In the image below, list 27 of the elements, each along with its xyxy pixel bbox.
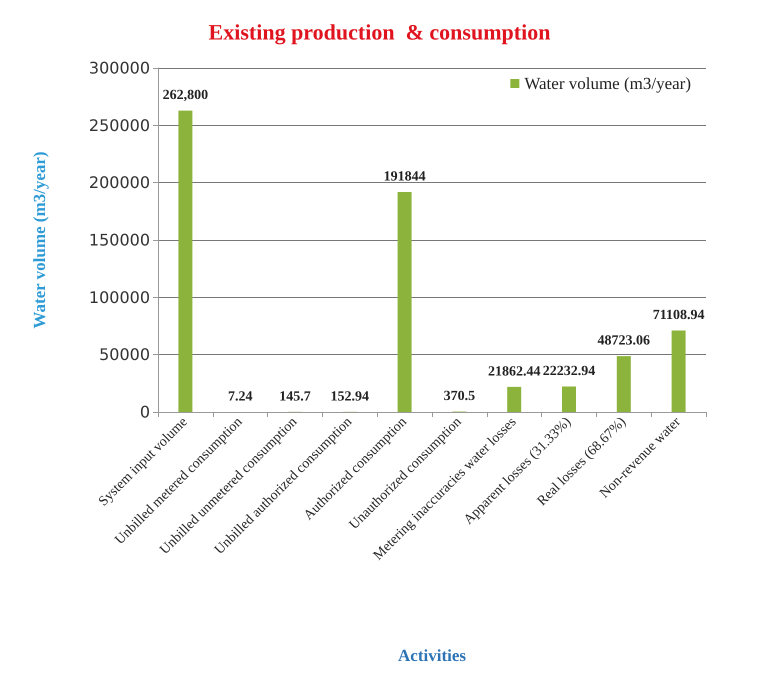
bar — [562, 386, 576, 412]
data-label: 7.24 — [228, 389, 252, 404]
chart-title: Existing production & consumption — [208, 20, 550, 44]
bar — [616, 356, 631, 412]
data-label: 22232.94 — [542, 364, 596, 380]
data-label: 152.94 — [330, 389, 370, 404]
data-label: 145.7 — [279, 389, 311, 404]
y-tick-label: 150000 — [88, 230, 150, 250]
bar — [672, 330, 686, 412]
bar — [507, 386, 522, 412]
y-tick-label: 300000 — [88, 58, 150, 78]
y-tick-label: 0 — [140, 402, 150, 422]
data-label: 262,800 — [162, 88, 208, 104]
bar — [178, 110, 192, 412]
y-tick-label: 50000 — [99, 345, 150, 364]
x-axis-title: Activities — [398, 646, 466, 665]
bar — [398, 192, 412, 412]
data-label: 370.5 — [444, 389, 476, 404]
y-axis-title: Water volume (m3/year) — [30, 151, 49, 329]
y-tick-label: 250000 — [88, 116, 150, 135]
data-label: 48723.06 — [598, 334, 650, 349]
y-tick-label: 200000 — [88, 173, 150, 192]
data-label: 21862.44 — [488, 364, 540, 380]
legend-label: Water volume (m3/year) — [524, 74, 691, 93]
y-tick-label: 100000 — [88, 288, 150, 307]
data-label: 191844 — [384, 170, 426, 185]
data-label: 71108.94 — [652, 308, 704, 323]
